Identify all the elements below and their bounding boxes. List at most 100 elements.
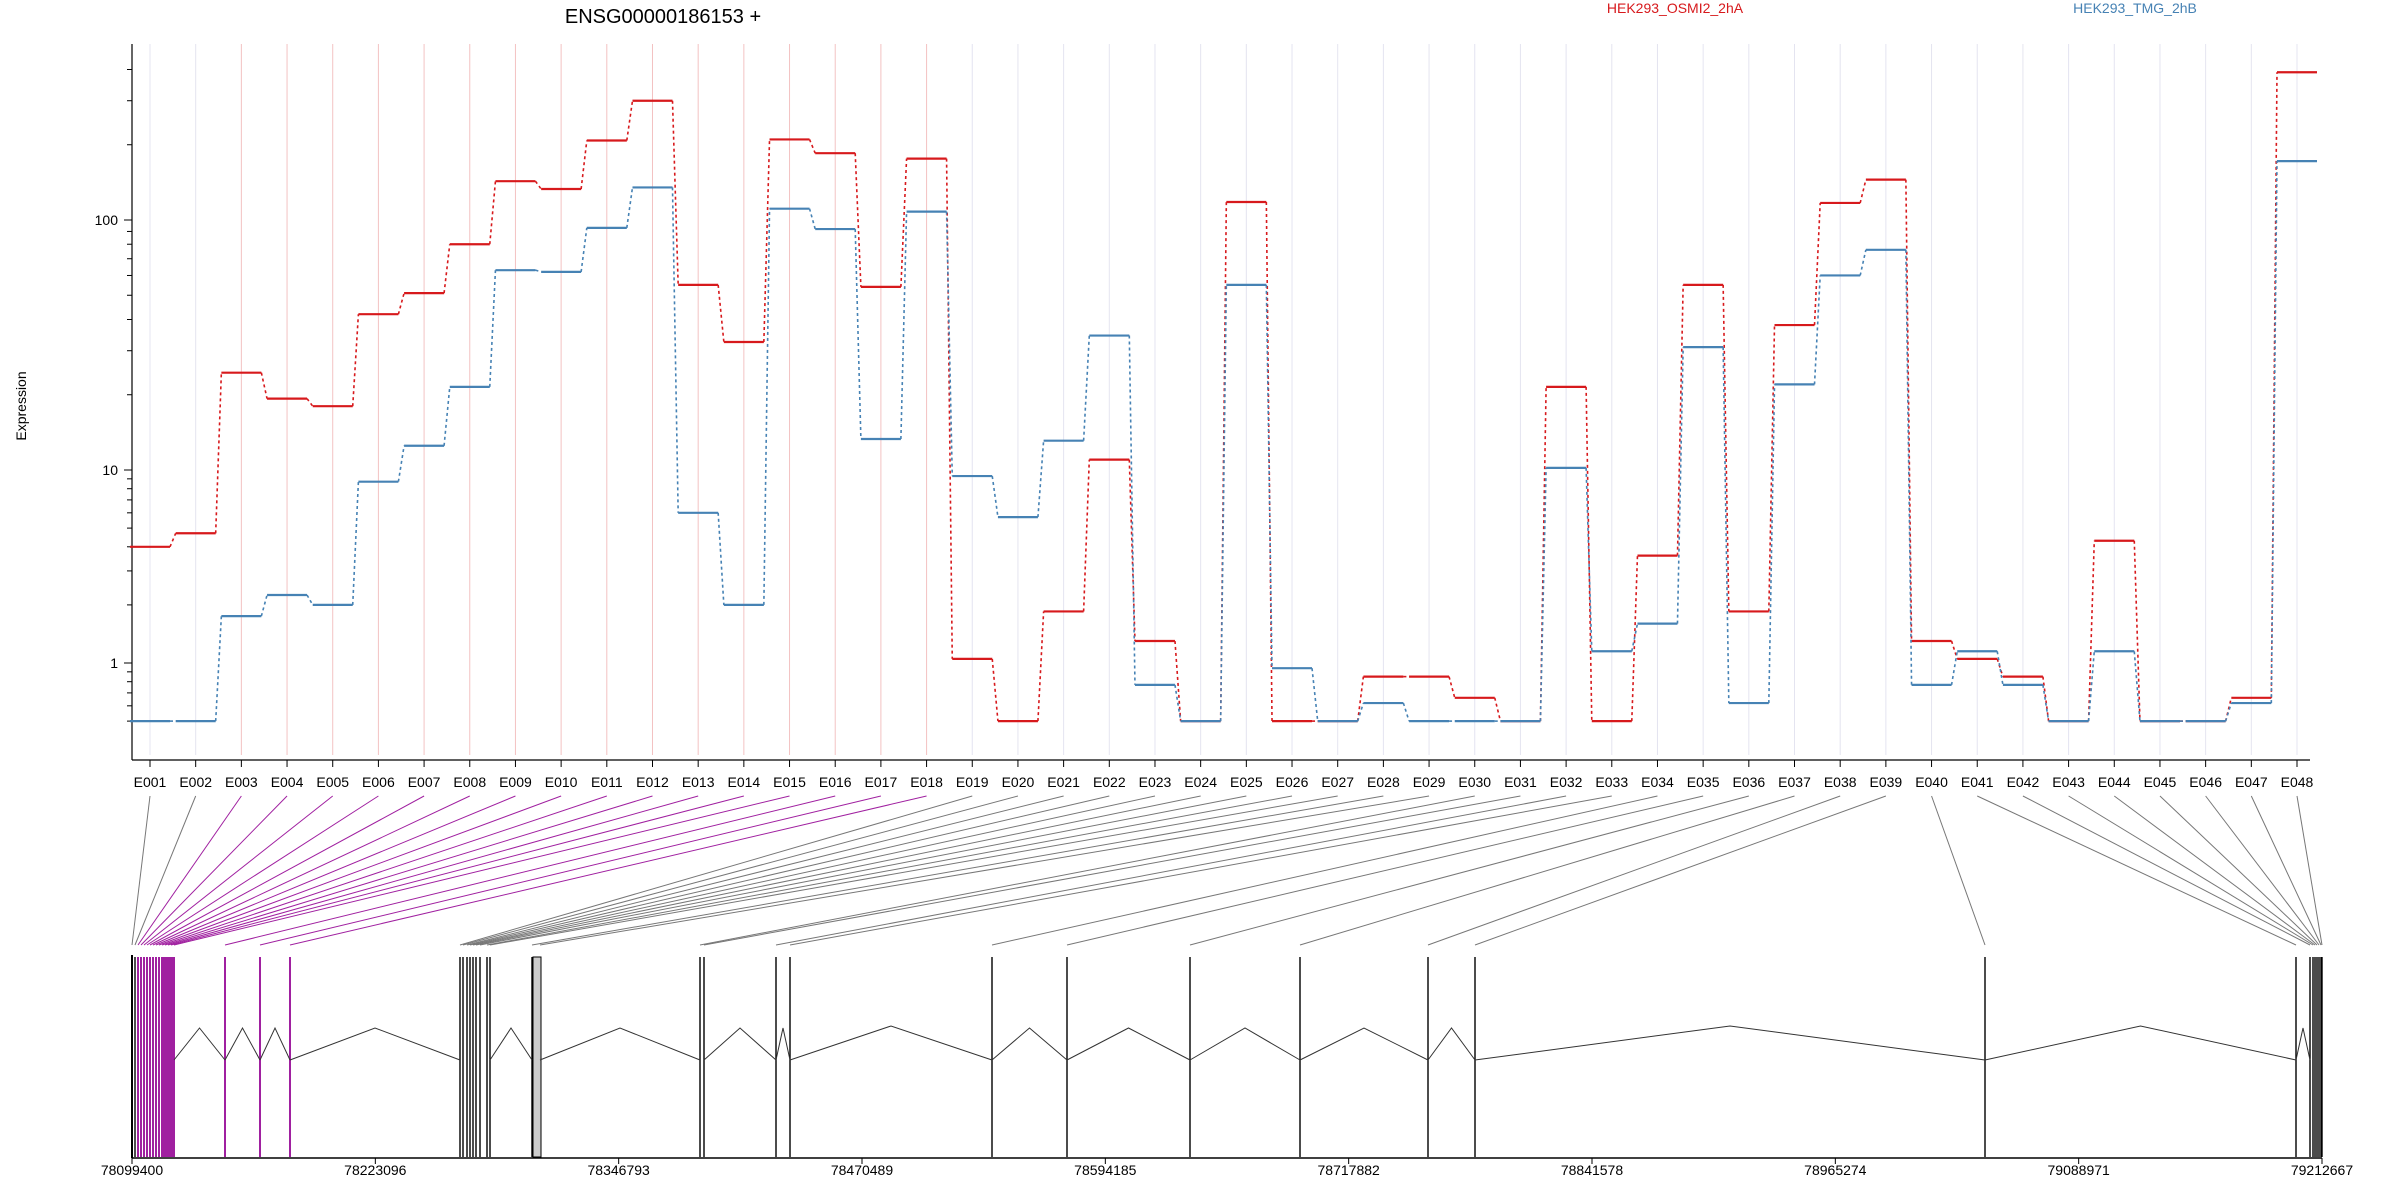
intron <box>289 1027 461 1061</box>
x-tick-label: E048 <box>2281 774 2314 790</box>
exon-tick-labels: E001 E002 E003 E004 E005 E006 E007 E008 E009 E010… <box>134 760 2314 790</box>
x-tick-label: E035 <box>1687 774 1720 790</box>
x-tick-label: E017 <box>865 774 898 790</box>
genomic-tick-label: 78346793 <box>588 1162 651 1178</box>
series-2-connector <box>214 616 223 722</box>
intron <box>1427 1027 1476 1061</box>
x-tick-label: E003 <box>225 774 258 790</box>
series-1-connector <box>1128 459 1136 642</box>
x-tick-label: E041 <box>1961 774 1994 790</box>
exon-connector <box>1299 795 1795 946</box>
series-2-connector <box>488 270 497 387</box>
series-2-connector <box>1813 275 1821 385</box>
series-1-connector <box>443 244 451 294</box>
exon-connector <box>2068 795 2314 946</box>
series-2-connector <box>1722 347 1730 704</box>
x-tick-label: E013 <box>682 774 715 790</box>
exon-connector <box>134 795 197 946</box>
intron <box>1984 1025 2297 1061</box>
series-2-connector <box>1859 249 1867 276</box>
series-2-connector <box>397 445 405 482</box>
series-2-connector <box>1676 347 1684 624</box>
y-tick-label-1: 1 <box>110 655 118 671</box>
series-1-connector <box>2133 540 2141 722</box>
series-1-connector <box>1996 658 2004 677</box>
x-tick-label: E016 <box>819 774 852 790</box>
x-tick-label: E004 <box>271 774 304 790</box>
series-2-connector <box>1631 623 1639 652</box>
exon-connector <box>2250 795 2322 946</box>
x-tick-label: E042 <box>2007 774 2040 790</box>
series-2-connector <box>1905 249 1913 685</box>
series-2-connector <box>2270 161 2278 704</box>
intron <box>173 1027 226 1061</box>
genomic-tick-label: 78717882 <box>1318 1162 1381 1178</box>
exon-connector <box>489 795 1338 946</box>
exon-connector <box>224 795 836 946</box>
x-tick-label: E029 <box>1413 774 1446 790</box>
x-tick-label: E028 <box>1367 774 1400 790</box>
series-1-connector <box>169 532 177 548</box>
genomic-axis: 78099400 78223096 78346793 78470489 78594185… <box>101 1158 2353 1178</box>
intron <box>489 1027 533 1061</box>
series-2-connector <box>260 594 268 617</box>
series-1-connector <box>580 140 588 190</box>
series-2-connector <box>443 386 451 446</box>
series-1-connector <box>260 372 268 399</box>
exon-connector <box>775 795 1567 946</box>
exon-connector <box>149 795 425 946</box>
x-tick-label: E043 <box>2052 774 2085 790</box>
series-2-connector <box>2224 702 2233 722</box>
series-2-connector <box>1128 335 1136 685</box>
series-1-connector <box>1493 697 1502 722</box>
y-minor-ticks <box>127 68 132 722</box>
genomic-tick-label: 78470489 <box>831 1162 894 1178</box>
series-1-connector <box>2042 676 2050 722</box>
exon-connector <box>164 795 653 946</box>
series-1-connector <box>1037 611 1045 722</box>
exon-connector <box>1066 795 1704 946</box>
intron <box>991 1027 1068 1061</box>
series-1-connector <box>351 314 360 407</box>
intron <box>224 1026 261 1061</box>
y-tick-label-10: 10 <box>102 462 118 478</box>
series-1-connector <box>991 658 999 722</box>
exon-connector <box>703 795 1521 946</box>
genomic-tick-label: 78099400 <box>101 1162 164 1178</box>
intron <box>2295 1027 2311 1061</box>
intron <box>1474 1025 1986 1061</box>
intron <box>1299 1027 1429 1061</box>
y-tick-1: 1 <box>110 655 132 671</box>
exon-box-wide <box>532 956 542 1158</box>
axes: 1 10 100 <box>95 44 2310 761</box>
series-2-connector <box>808 208 816 230</box>
x-tick-label: E038 <box>1824 774 1857 790</box>
series-1-connector <box>2224 697 2233 722</box>
intron <box>703 1027 777 1061</box>
series-2-connector <box>1265 284 1273 669</box>
series-2-connector <box>945 211 954 477</box>
series-1-connector <box>1813 202 1821 326</box>
exon-connector <box>170 795 744 946</box>
series-2-connector <box>580 227 588 273</box>
x-tick-label: E046 <box>2189 774 2222 790</box>
series-1-connector <box>1722 284 1730 612</box>
series-1-connector <box>534 180 542 190</box>
exon-connector <box>1189 795 1749 946</box>
series-1-connector <box>626 100 634 141</box>
series-2-connector <box>1219 284 1228 722</box>
x-tick-label: E037 <box>1778 774 1811 790</box>
series-2-connector <box>626 187 634 228</box>
exon-connector <box>140 795 288 946</box>
exon-connector <box>2022 795 2311 946</box>
genomic-tick-label: 78965274 <box>1804 1162 1867 1178</box>
exon-connector <box>1977 795 2297 946</box>
exon-connector <box>137 795 242 946</box>
series-2-connector <box>1950 651 1959 686</box>
x-tick-label: E008 <box>453 774 486 790</box>
exon-connector <box>991 795 1658 946</box>
series-1-connector <box>1174 640 1182 722</box>
exon-connector <box>173 795 790 946</box>
x-tick-label: E033 <box>1595 774 1628 790</box>
y-tick-10: 10 <box>102 462 132 478</box>
